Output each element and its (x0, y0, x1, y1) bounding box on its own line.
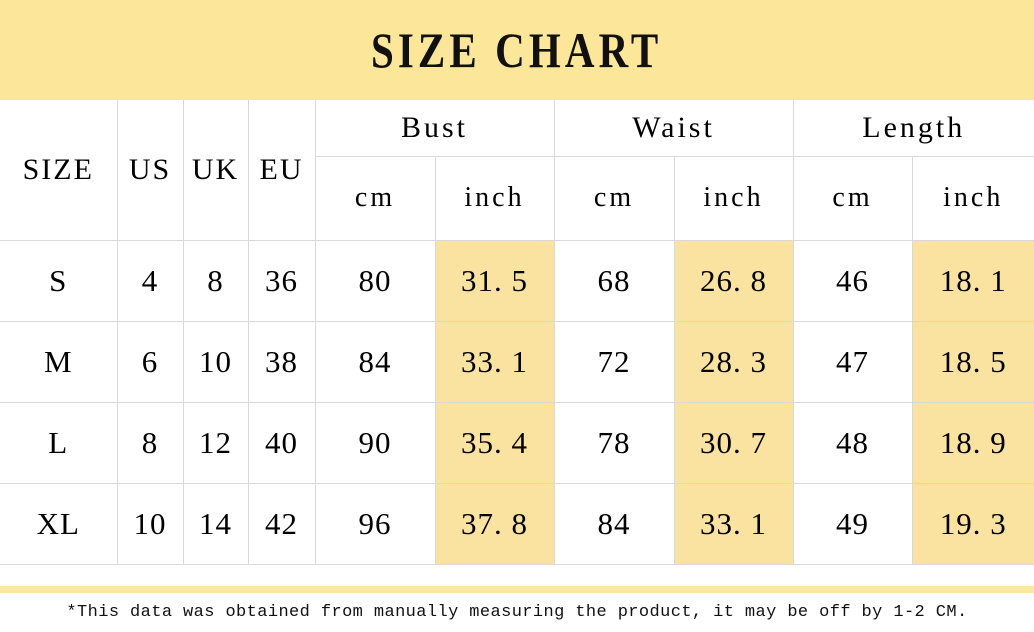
cell-waist-cm: 84 (553, 483, 675, 565)
cell-uk: 8 (182, 240, 249, 322)
cell-waist-inch: 28. 3 (673, 321, 794, 403)
header-length-inch: inch (911, 155, 1034, 242)
cell-length-cm: 46 (792, 240, 913, 322)
measurement-disclaimer: *This data was obtained from manually me… (66, 602, 968, 622)
table-row: XL 10 14 42 96 37. 8 84 33. 1 49 19. 3 (0, 483, 1034, 565)
header-length-cm: cm (792, 155, 913, 242)
header-uk: UK (182, 100, 249, 241)
cell-length-inch: 18. 9 (911, 402, 1034, 484)
cell-size: M (0, 321, 118, 403)
cell-waist-cm: 78 (553, 402, 675, 484)
table-row: S 4 8 36 80 31. 5 68 26. 8 46 18. 1 (0, 240, 1034, 322)
cell-bust-cm: 80 (314, 240, 436, 322)
table-head: SIZE US UK EU Bust Waist Length cm inch … (0, 100, 1034, 242)
header-waist-cm: cm (553, 155, 675, 242)
cell-bust-cm: 84 (314, 321, 436, 403)
table-header-group-row: SIZE US UK EU Bust Waist Length (0, 100, 1034, 241)
header-bust: Bust (314, 100, 555, 157)
cell-waist-inch: 30. 7 (673, 402, 794, 484)
header-bust-inch: inch (434, 155, 555, 242)
header-size: SIZE (0, 100, 118, 241)
cell-length-inch: 18. 1 (911, 240, 1034, 322)
cell-eu: 40 (247, 402, 316, 484)
cell-eu: 38 (247, 321, 316, 403)
cell-waist-cm: 68 (553, 240, 675, 322)
cell-length-inch: 19. 3 (911, 483, 1034, 565)
cell-length-cm: 48 (792, 402, 913, 484)
table-header-unit-row: cm inch cm inch cm inch (0, 155, 1034, 242)
footnote-area: *This data was obtained from manually me… (0, 592, 1034, 632)
cell-bust-inch: 37. 8 (434, 483, 555, 565)
header-waist: Waist (553, 100, 794, 157)
table-body: S 4 8 36 80 31. 5 68 26. 8 46 18. 1 M 6 … (0, 240, 1034, 565)
cell-bust-cm: 90 (314, 402, 436, 484)
cell-bust-inch: 31. 5 (434, 240, 555, 322)
cell-waist-cm: 72 (553, 321, 675, 403)
cell-uk: 14 (182, 483, 249, 565)
cell-bust-inch: 33. 1 (434, 321, 555, 403)
cell-bust-cm: 96 (314, 483, 436, 565)
cell-us: 8 (116, 402, 184, 484)
cell-length-inch: 18. 5 (911, 321, 1034, 403)
cell-uk: 12 (182, 402, 249, 484)
cell-size: L (0, 402, 118, 484)
cell-uk: 10 (182, 321, 249, 403)
size-table: SIZE US UK EU Bust Waist Length cm inch … (0, 100, 1034, 565)
header-length: Length (792, 100, 1034, 157)
cell-eu: 36 (247, 240, 316, 322)
header-waist-inch: inch (673, 155, 794, 242)
header-bust-cm: cm (315, 155, 436, 242)
header-eu: EU (247, 100, 316, 241)
cell-bust-inch: 35. 4 (434, 402, 555, 484)
cell-length-cm: 47 (792, 321, 913, 403)
cell-waist-inch: 33. 1 (673, 483, 794, 565)
cell-us: 6 (116, 321, 184, 403)
yellow-divider (0, 585, 1034, 593)
cell-us: 4 (116, 240, 184, 322)
size-table-container: SIZE US UK EU Bust Waist Length cm inch … (0, 100, 1034, 586)
cell-eu: 42 (247, 483, 316, 565)
header-us: US (116, 100, 184, 241)
cell-us: 10 (116, 483, 184, 565)
cell-length-cm: 49 (792, 483, 913, 565)
cell-size: S (0, 240, 118, 322)
table-row: L 8 12 40 90 35. 4 78 30. 7 48 18. 9 (0, 402, 1034, 484)
page-title: SIZE CHART (371, 22, 663, 78)
table-row: M 6 10 38 84 33. 1 72 28. 3 47 18. 5 (0, 321, 1034, 403)
cell-size: XL (0, 483, 118, 565)
title-banner: SIZE CHART (0, 0, 1034, 100)
cell-waist-inch: 26. 8 (673, 240, 794, 322)
